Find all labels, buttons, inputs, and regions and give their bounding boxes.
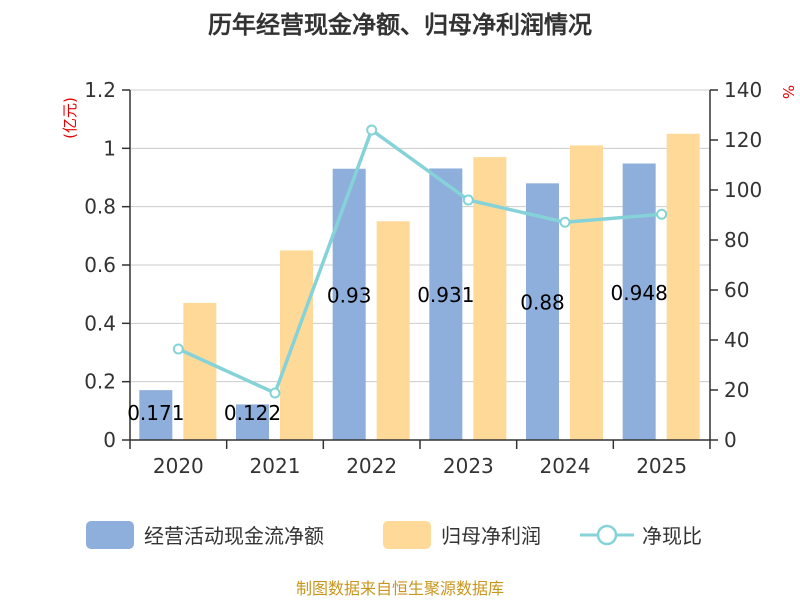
chart-title: 历年经营现金净额、归母净利润情况 xyxy=(208,11,592,39)
x-tick-label: 2025 xyxy=(636,454,687,478)
legend-item-cash-flow[interactable]: 经营活动现金流净额 xyxy=(86,521,324,549)
bar-net-profit-2023 xyxy=(473,157,507,441)
ratio-point-2023 xyxy=(462,194,474,206)
left-axis-unit: (亿元) xyxy=(61,97,79,139)
legend-swatch-cash-flow xyxy=(86,521,134,549)
ratio-line-series xyxy=(172,124,668,399)
left-tick-label: 0.8 xyxy=(84,195,116,219)
bar-net-profit-2025 xyxy=(666,133,700,440)
right-tick-label: 120 xyxy=(724,128,762,152)
bar-cash-flow-2024 xyxy=(526,183,559,441)
bar-cash-flow-2025 xyxy=(622,163,656,440)
left-tick-label: 0 xyxy=(103,428,116,452)
bar-net-profit-2022 xyxy=(376,221,410,440)
right-tick-label: 40 xyxy=(724,328,749,352)
ratio-point-2024 xyxy=(559,216,571,228)
axes: 0 0.2 0.4 0.6 0.8 1 1.2 0 20 40 60 80 100 120 140 2020 2… xyxy=(84,78,762,478)
data-label-cash-flow-2025: 0.948 xyxy=(611,281,668,305)
source-note: 制图数据来自恒生聚源数据库 xyxy=(296,579,504,598)
data-labels: 0.171 0.122 0.93 0.931 0.88 0.948 xyxy=(127,281,668,425)
ratio-point-2022 xyxy=(366,124,378,136)
right-tick-label: 60 xyxy=(724,278,749,302)
x-tick-label: 2024 xyxy=(540,454,591,478)
legend: 经营活动现金流净额 归母净利润 净现比 xyxy=(86,521,702,549)
x-tick-label: 2023 xyxy=(443,454,494,478)
right-tick-label: 100 xyxy=(724,178,762,202)
bar-cash-flow-2022 xyxy=(332,168,366,440)
bar-cash-flow-2023 xyxy=(429,168,463,441)
bar-net-profit-2024 xyxy=(570,145,603,440)
left-tick-label: 0.6 xyxy=(84,253,116,277)
right-tick-label: 20 xyxy=(724,378,749,402)
legend-swatch-ratio-marker xyxy=(596,524,618,546)
gridlines xyxy=(130,89,710,383)
legend-label-cash-flow: 经营活动现金流净额 xyxy=(144,524,324,548)
x-tick-label: 2021 xyxy=(250,454,301,478)
right-tick-label: 0 xyxy=(724,428,737,452)
legend-label-net-profit: 归母净利润 xyxy=(441,524,541,548)
right-tick-label: 140 xyxy=(724,78,762,102)
left-tick-label: 0.4 xyxy=(84,311,116,335)
legend-swatch-net-profit xyxy=(383,521,431,549)
data-label-cash-flow-2024: 0.88 xyxy=(520,291,565,315)
ratio-point-2020 xyxy=(172,343,184,355)
bars xyxy=(139,133,700,441)
left-tick-label: 0.2 xyxy=(84,370,116,394)
x-tick-label: 2020 xyxy=(153,454,204,478)
left-tick-label: 1.2 xyxy=(84,78,116,102)
ratio-line xyxy=(177,127,662,396)
legend-item-ratio[interactable]: 净现比 xyxy=(580,524,702,548)
legend-label-ratio: 净现比 xyxy=(642,524,702,548)
data-label-cash-flow-2023: 0.931 xyxy=(417,283,474,307)
bar-net-profit-2020 xyxy=(183,302,217,440)
bar-cash-flow-2020 xyxy=(139,390,173,440)
left-tick-label: 1 xyxy=(103,136,116,160)
ratio-point-2021 xyxy=(269,387,281,399)
data-label-cash-flow-2022: 0.93 xyxy=(327,283,372,307)
data-label-cash-flow-2020: 0.171 xyxy=(127,401,184,425)
ratio-point-2025 xyxy=(656,208,668,220)
data-label-cash-flow-2021: 0.122 xyxy=(224,401,281,425)
bar-cash-flow-2021 xyxy=(236,404,269,440)
right-tick-label: 80 xyxy=(724,228,749,252)
x-tick-label: 2022 xyxy=(346,454,397,478)
legend-item-net-profit[interactable]: 归母净利润 xyxy=(383,521,541,549)
right-axis-unit: % xyxy=(779,85,797,99)
bar-net-profit-2021 xyxy=(280,250,313,440)
